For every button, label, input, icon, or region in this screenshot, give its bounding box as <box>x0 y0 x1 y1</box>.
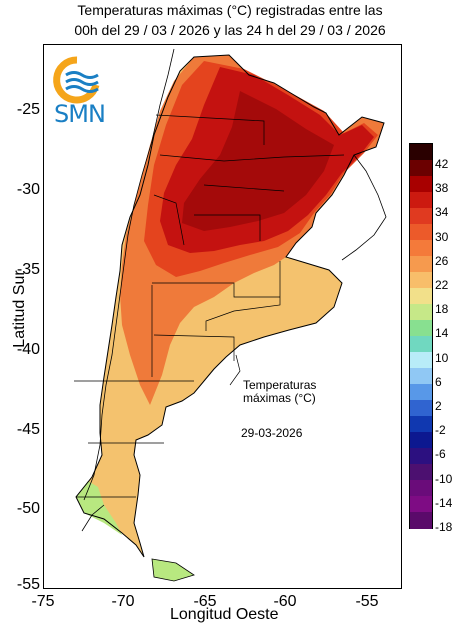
legend-band <box>410 288 432 305</box>
legend-band <box>410 192 432 209</box>
temperature-legend <box>409 143 433 529</box>
y-tick-label: -30 <box>16 181 40 198</box>
y-tick-label: -45 <box>16 421 40 438</box>
map-frame <box>43 44 402 589</box>
legend-band <box>410 480 432 497</box>
x-tick-label: -60 <box>273 593 297 610</box>
x-tick-label: -75 <box>31 593 55 610</box>
legend-band <box>410 496 432 513</box>
legend-band <box>410 176 432 193</box>
legend-label: 14 <box>435 326 449 341</box>
legend-band <box>410 464 432 481</box>
smn-logo-text: SMN <box>54 100 106 128</box>
annotation-line1: Temperaturas <box>243 378 317 392</box>
map-title-line1: Temperaturas máximas (°C) registradas en… <box>77 2 383 18</box>
legend-band <box>410 384 432 401</box>
legend-label: 38 <box>435 181 449 196</box>
legend-label: 42 <box>435 157 449 171</box>
legend-band <box>410 320 432 337</box>
legend-label: 2 <box>435 399 442 413</box>
legend-label: 10 <box>435 350 449 365</box>
legend-band <box>410 416 432 433</box>
legend-label: 22 <box>435 278 449 292</box>
legend-band <box>410 352 432 369</box>
x-tick-label: -65 <box>193 593 217 610</box>
province-borders <box>74 114 345 498</box>
map-title-line2: 00h del 29 / 03 / 2026 y las 24 h del 29… <box>74 22 386 38</box>
legend-band <box>410 304 432 321</box>
legend-label: 6 <box>435 374 442 389</box>
legend-band <box>410 160 432 177</box>
legend-label: 18 <box>435 302 449 317</box>
y-tick-label: -35 <box>16 261 40 278</box>
legend-label: 34 <box>435 205 449 220</box>
country-outline <box>75 54 385 558</box>
x-tick-label: -55 <box>355 593 379 610</box>
legend-band <box>410 512 432 529</box>
legend-band <box>410 336 432 353</box>
y-tick-label: -50 <box>16 500 40 517</box>
legend-band <box>410 224 432 241</box>
smn-logo-icon <box>53 56 100 104</box>
legend-band <box>410 432 432 449</box>
legend-label: -2 <box>435 423 446 438</box>
tierra-del-fuego <box>152 559 194 581</box>
legend-label: -6 <box>435 447 446 462</box>
temperature-map <box>53 48 387 582</box>
y-tick-label: -40 <box>16 341 40 358</box>
legend-label: -10 <box>435 471 453 486</box>
legend-band <box>410 256 432 273</box>
tierra-del-fuego-outline <box>151 558 195 582</box>
legend-label: 26 <box>435 253 449 268</box>
legend-label: -14 <box>435 495 453 510</box>
legend-label: -18 <box>435 520 453 534</box>
legend-band <box>410 208 432 225</box>
legend-band <box>410 400 432 417</box>
annotation-line2: máximas (°C) <box>243 391 316 405</box>
legend-band <box>410 144 432 161</box>
legend-band <box>410 448 432 465</box>
legend-label: 30 <box>435 229 449 244</box>
annotation-date: 29-03-2026 <box>241 426 303 440</box>
legend-band <box>410 272 432 289</box>
y-tick-label: -25 <box>16 101 40 118</box>
map-annotation: Temperaturas máximas (°C) <box>243 379 316 405</box>
x-axis-label: Longitud Oeste <box>170 606 279 623</box>
legend-band <box>410 368 432 385</box>
legend-band <box>410 240 432 257</box>
land-very-hot-zone <box>182 91 334 231</box>
land-cool-patch <box>76 481 122 535</box>
x-tick-label: -70 <box>111 593 135 610</box>
y-tick-label: -55 <box>16 576 40 593</box>
y-axis-label: Latitud Sur <box>11 270 28 348</box>
